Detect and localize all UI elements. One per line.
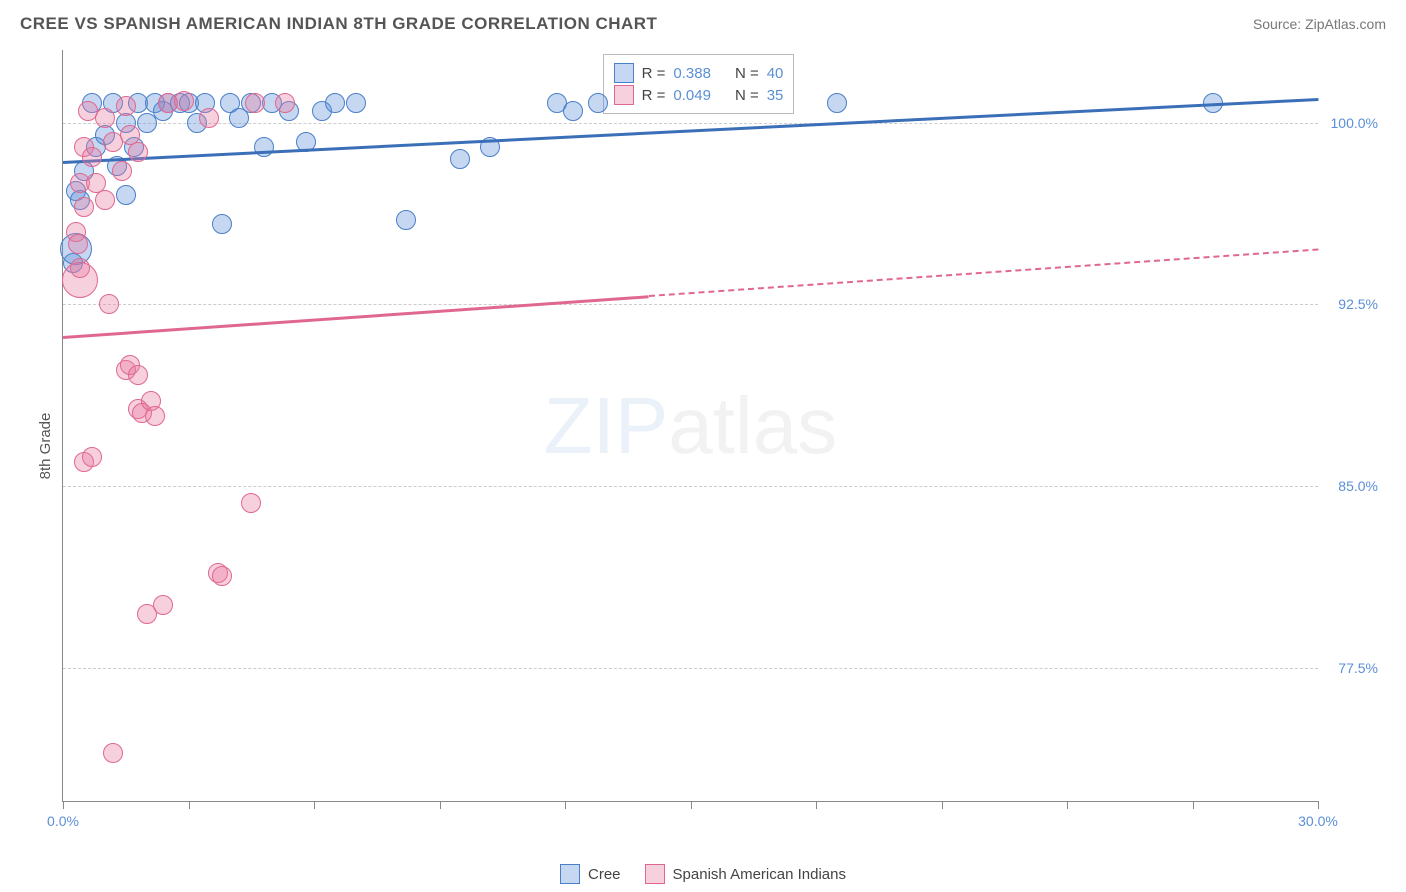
data-point xyxy=(245,93,265,113)
trend-line xyxy=(63,295,649,338)
data-point xyxy=(325,93,345,113)
data-point xyxy=(103,743,123,763)
data-point xyxy=(275,93,295,113)
data-point xyxy=(95,190,115,210)
correlation-legend: R = 0.388N = 40R = 0.049N = 35 xyxy=(603,54,795,114)
gridline xyxy=(63,486,1318,487)
chart-area: 8th Grade ZIPatlas R = 0.388N = 40R = 0.… xyxy=(20,50,1386,842)
y-axis-label: 8th Grade xyxy=(37,413,54,480)
x-tick xyxy=(565,801,566,809)
data-point xyxy=(241,493,261,513)
data-point xyxy=(199,108,219,128)
x-tick xyxy=(440,801,441,809)
y-tick-label: 92.5% xyxy=(1338,296,1378,312)
x-tick xyxy=(1318,801,1319,809)
data-point xyxy=(128,365,148,385)
x-tick xyxy=(189,801,190,809)
data-point xyxy=(82,147,102,167)
data-point xyxy=(116,185,136,205)
data-point xyxy=(74,197,94,217)
data-point xyxy=(112,161,132,181)
gridline xyxy=(63,123,1318,124)
plot-region: ZIPatlas R = 0.388N = 40R = 0.049N = 35 … xyxy=(62,50,1318,802)
data-point xyxy=(128,142,148,162)
data-point xyxy=(212,566,232,586)
watermark: ZIPatlas xyxy=(544,380,837,472)
x-tick xyxy=(314,801,315,809)
x-tick xyxy=(1193,801,1194,809)
data-point xyxy=(563,101,583,121)
data-point xyxy=(153,595,173,615)
data-point xyxy=(827,93,847,113)
gridline xyxy=(63,304,1318,305)
x-tick xyxy=(691,801,692,809)
data-point xyxy=(99,294,119,314)
data-point xyxy=(174,91,194,111)
legend-item: Spanish American Indians xyxy=(645,864,846,884)
data-point xyxy=(68,234,88,254)
data-point xyxy=(450,149,470,169)
data-point xyxy=(254,137,274,157)
legend-item: Cree xyxy=(560,864,621,884)
trend-line xyxy=(649,249,1318,298)
x-tick xyxy=(942,801,943,809)
source-label: Source: ZipAtlas.com xyxy=(1253,16,1386,32)
y-tick-label: 85.0% xyxy=(1338,478,1378,494)
data-point xyxy=(346,93,366,113)
legend-row: R = 0.049N = 35 xyxy=(614,85,784,105)
y-tick-label: 100.0% xyxy=(1331,115,1378,131)
x-tick-label: 30.0% xyxy=(1298,813,1338,829)
data-point xyxy=(62,262,98,298)
data-point xyxy=(145,406,165,426)
x-tick xyxy=(63,801,64,809)
data-point xyxy=(137,113,157,133)
data-point xyxy=(588,93,608,113)
series-legend: Cree Spanish American Indians xyxy=(0,864,1406,884)
data-point xyxy=(82,447,102,467)
x-tick-label: 0.0% xyxy=(47,813,79,829)
chart-title: CREE VS SPANISH AMERICAN INDIAN 8TH GRAD… xyxy=(20,14,657,34)
legend-row: R = 0.388N = 40 xyxy=(614,63,784,83)
data-point xyxy=(396,210,416,230)
x-tick xyxy=(816,801,817,809)
gridline xyxy=(63,668,1318,669)
data-point xyxy=(212,214,232,234)
data-point xyxy=(95,108,115,128)
x-tick xyxy=(1067,801,1068,809)
y-tick-label: 77.5% xyxy=(1338,660,1378,676)
data-point xyxy=(116,96,136,116)
